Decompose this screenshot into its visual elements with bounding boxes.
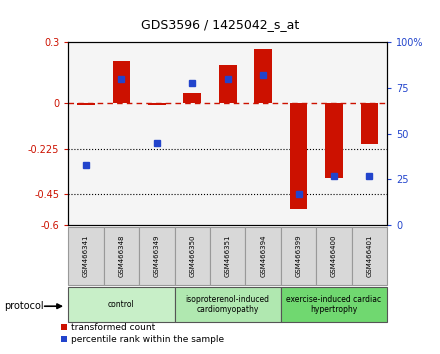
Text: GSM466399: GSM466399 — [296, 234, 301, 277]
Bar — [68, 287, 175, 322]
Text: GSM466348: GSM466348 — [118, 234, 125, 277]
Bar — [219, 65, 237, 103]
Bar — [254, 48, 272, 103]
Text: GDS3596 / 1425042_s_at: GDS3596 / 1425042_s_at — [141, 18, 299, 31]
Text: GSM466349: GSM466349 — [154, 234, 160, 277]
Bar — [148, 103, 166, 105]
Text: isoproterenol-induced
cardiomyopathy: isoproterenol-induced cardiomyopathy — [186, 295, 270, 314]
Bar — [77, 103, 95, 105]
Text: GSM466350: GSM466350 — [189, 234, 195, 277]
Bar — [281, 227, 316, 285]
Bar — [113, 61, 130, 103]
Text: protocol: protocol — [4, 301, 44, 311]
Text: GSM466351: GSM466351 — [225, 234, 231, 277]
Text: GSM466394: GSM466394 — [260, 234, 266, 277]
Bar — [183, 93, 201, 103]
Bar — [246, 227, 281, 285]
Bar — [325, 103, 343, 178]
Bar — [68, 227, 104, 285]
Text: GSM466400: GSM466400 — [331, 234, 337, 277]
Text: control: control — [108, 300, 135, 309]
Bar — [281, 287, 387, 322]
Bar — [316, 227, 352, 285]
Bar — [210, 227, 246, 285]
Bar — [175, 227, 210, 285]
Text: GSM466341: GSM466341 — [83, 234, 89, 277]
Bar — [361, 103, 378, 144]
Bar — [104, 227, 139, 285]
Bar — [290, 103, 308, 209]
Text: exercise-induced cardiac
hypertrophy: exercise-induced cardiac hypertrophy — [286, 295, 381, 314]
Legend: transformed count, percentile rank within the sample: transformed count, percentile rank withi… — [57, 320, 227, 348]
Bar — [175, 287, 281, 322]
Bar — [139, 227, 175, 285]
Text: GSM466401: GSM466401 — [367, 234, 373, 277]
Bar — [352, 227, 387, 285]
